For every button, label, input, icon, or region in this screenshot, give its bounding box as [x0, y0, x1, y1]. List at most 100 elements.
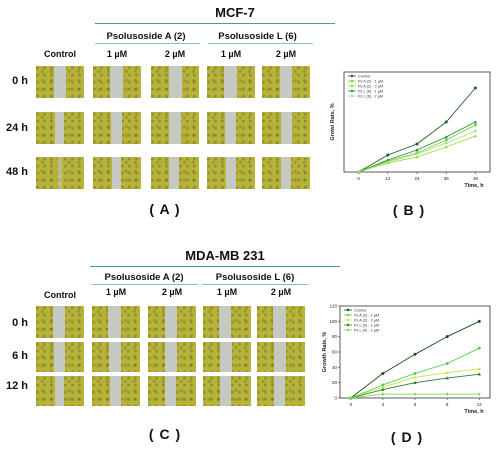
- panel-c-title: MDA-MB 231: [185, 248, 265, 263]
- scratch-image: [151, 157, 199, 189]
- y-tick-label: 60: [332, 350, 338, 355]
- data-point: [444, 135, 448, 139]
- scratch-image: [148, 306, 196, 338]
- scratch-image: [207, 112, 255, 144]
- panel-b-caption: ( B ): [392, 202, 426, 218]
- y-tick-label: 40: [332, 365, 338, 370]
- panel-a-col-psl-2um: 2 µM: [275, 49, 297, 59]
- data-point: [413, 352, 417, 356]
- data-point: [477, 367, 481, 371]
- series-line: [358, 87, 476, 173]
- x-axis-label: Time, h: [464, 183, 484, 189]
- data-point: [413, 392, 417, 396]
- legend-label: Ps L (6) - 1 µM: [358, 90, 383, 94]
- legend-label: Ps L (6) - 1 µM: [354, 324, 379, 328]
- panel-c-group-1-rule: [92, 284, 198, 285]
- panel-a-title: MCF-7: [215, 5, 255, 20]
- panel-a-col-psl-1um: 1 µM: [220, 49, 242, 59]
- scratch-image: [257, 342, 305, 372]
- y-tick-label: 80: [332, 334, 338, 339]
- scratch-image: [148, 342, 196, 372]
- y-axis-label: Growt Rate, %: [330, 103, 336, 140]
- scratch-image: [262, 112, 310, 144]
- data-point: [381, 387, 385, 391]
- data-point: [445, 370, 449, 374]
- panel-c-col-psa-1um: 1 µM: [105, 287, 127, 297]
- scratch-image: [93, 157, 141, 189]
- data-point: [381, 392, 385, 396]
- panel-c-col-psa-2um: 2 µM: [161, 287, 183, 297]
- scratch-image: [151, 66, 199, 98]
- scratch-image: [36, 112, 84, 144]
- legend-label: Control: [354, 309, 366, 313]
- data-point: [381, 371, 385, 375]
- series-line: [350, 320, 480, 399]
- panel-c-col-psl-1um: 1 µM: [216, 287, 238, 297]
- panel-a-group-2: Psolusoside L (6): [218, 31, 297, 42]
- panel-c-group-2-rule: [202, 284, 308, 285]
- data-point: [473, 134, 478, 138]
- legend-marker: [350, 94, 354, 98]
- data-point: [415, 142, 419, 146]
- scratch-image: [203, 342, 251, 372]
- scratch-image: [203, 376, 251, 406]
- scratch-image: [151, 112, 199, 144]
- scratch-image: [36, 342, 84, 372]
- y-axis-label: Growth Rate, %: [322, 332, 328, 373]
- panel-c-row-6h: 6 h: [12, 350, 28, 362]
- legend-marker: [350, 79, 354, 83]
- legend-label: Ps A (2) - 1 µM: [358, 80, 383, 84]
- legend-marker: [346, 318, 350, 322]
- panel-c-title-rule: [90, 266, 340, 267]
- x-tick-label: 12: [477, 402, 483, 407]
- scratch-image: [257, 306, 305, 338]
- scratch-image: [36, 66, 84, 98]
- panel-a-caption: ( A ): [149, 201, 181, 217]
- data-point: [386, 160, 390, 164]
- data-point: [473, 123, 477, 127]
- panel-a-group-1-rule: [95, 43, 200, 44]
- scratch-image: [257, 376, 305, 406]
- data-point: [473, 129, 477, 133]
- data-point: [413, 371, 417, 375]
- panel-c-group-1: Psolusoside A (2): [104, 272, 184, 283]
- scratch-image: [203, 306, 251, 338]
- data-point: [413, 375, 417, 379]
- data-point: [473, 86, 477, 90]
- data-point: [445, 376, 449, 380]
- panel-c-col-psl-2um: 2 µM: [270, 287, 292, 297]
- scratch-image: [207, 157, 255, 189]
- data-point: [477, 319, 481, 323]
- scratch-image: [207, 66, 255, 98]
- y-tick-label: 0: [334, 396, 337, 401]
- scratch-image: [36, 376, 84, 406]
- scratch-image: [262, 157, 310, 189]
- legend-label: Ps A (2) - 2 µM: [354, 319, 379, 323]
- panel-a-col-control: Control: [44, 49, 76, 59]
- x-tick-label: 3: [382, 402, 385, 407]
- panel-a-row-48h: 48 h: [5, 166, 28, 178]
- scratch-image: [92, 376, 140, 406]
- legend-label: Ps L (6) - 2 µM: [358, 95, 383, 99]
- y-tick-label: 20: [332, 380, 338, 385]
- data-point: [444, 120, 448, 124]
- panel-c-col-control: Control: [44, 290, 76, 300]
- panel-c-row-12h: 12 h: [5, 380, 28, 392]
- x-tick-label: 0: [349, 402, 352, 407]
- y-tick-label: 120: [329, 304, 337, 309]
- scratch-image: [93, 66, 141, 98]
- data-point: [413, 380, 417, 384]
- panel-a-row-24h: 24 h: [5, 122, 28, 134]
- data-point: [386, 153, 390, 157]
- legend-marker: [350, 74, 354, 78]
- scratch-image: [92, 342, 140, 372]
- legend-label: Ps A (2) - 2 µM: [358, 85, 383, 89]
- panel-a-col-psa-1um: 1 µM: [106, 49, 128, 59]
- data-point: [444, 141, 448, 145]
- x-tick-label: 9: [446, 402, 449, 407]
- panel-a-group-1: Psolusoside A (2): [106, 31, 186, 42]
- data-point: [445, 392, 449, 396]
- legend-marker: [350, 89, 354, 93]
